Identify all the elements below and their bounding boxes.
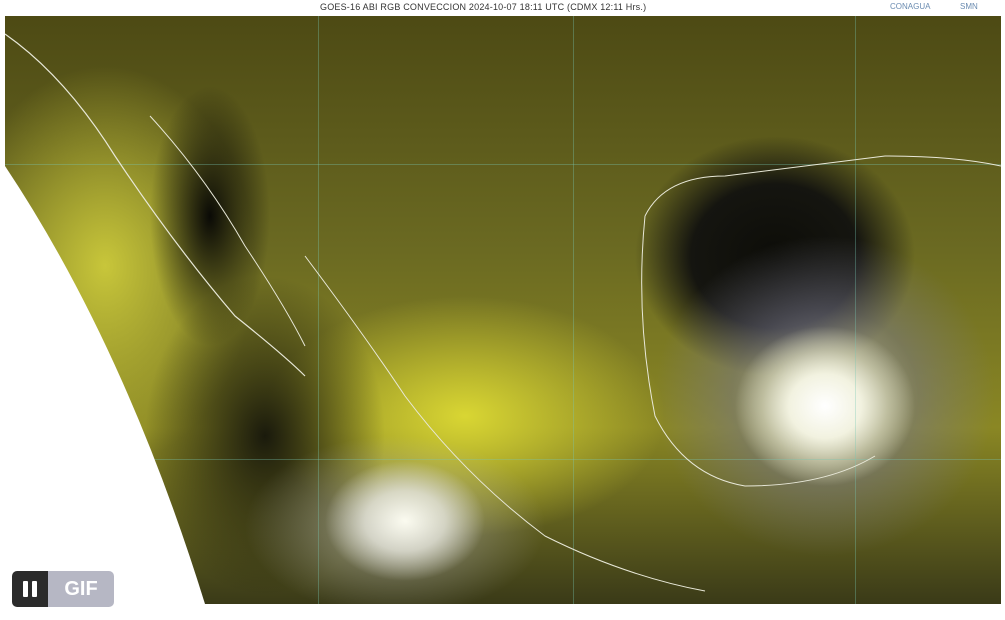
title-bar: GOES-16 ABI RGB CONVECCION 2024-10-07 18…: [0, 0, 1005, 16]
coastlines: [5, 33, 1001, 604]
image-title: GOES-16 ABI RGB CONVECCION 2024-10-07 18…: [320, 2, 647, 12]
longitude-line: [318, 16, 319, 604]
pause-icon: [32, 581, 37, 597]
longitude-line: [573, 16, 574, 604]
pause-button[interactable]: [12, 571, 48, 607]
longitude-line: [855, 16, 856, 604]
satellite-image: [5, 16, 1001, 604]
gif-button[interactable]: GIF: [48, 571, 114, 607]
latitude-line: [5, 459, 1001, 460]
smn-logo: SMN: [960, 2, 978, 11]
latitude-line: [5, 164, 1001, 165]
pause-icon: [23, 581, 28, 597]
conagua-logo: CONAGUA: [890, 2, 931, 11]
gif-player-controls: GIF: [12, 571, 114, 607]
